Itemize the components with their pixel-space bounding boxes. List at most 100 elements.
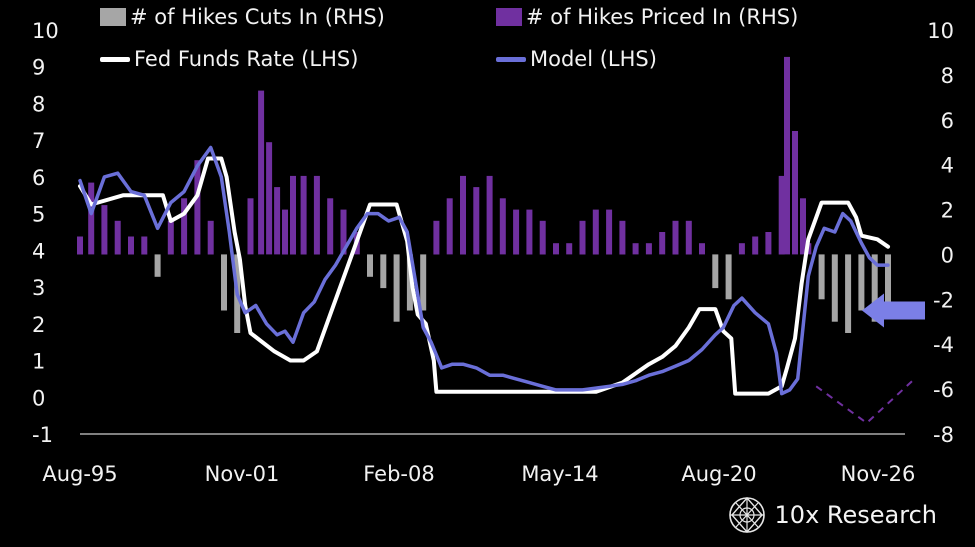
legend-priced-label: # of Hikes Priced In (RHS) <box>526 5 799 29</box>
priced-bar <box>539 220 546 255</box>
x-tick-label: Nov-01 <box>205 462 280 486</box>
cuts-swatch <box>100 8 126 26</box>
priced-bar <box>566 243 573 255</box>
left-tick-label: 6 <box>32 166 45 190</box>
priced-bar <box>313 175 320 255</box>
network-globe-icon <box>728 496 765 534</box>
priced-bar <box>606 209 613 255</box>
left-tick-label: 9 <box>32 56 45 80</box>
priced-bar <box>619 220 626 255</box>
priced-bar <box>685 220 692 255</box>
callout-arrow <box>862 293 925 328</box>
cuts-bar <box>818 254 825 300</box>
left-tick-label: 3 <box>32 276 45 300</box>
lines-layer <box>78 145 890 396</box>
model-swatch <box>496 56 526 62</box>
x-axis-ticks: Aug-95 Nov-01 Feb-08 May-14 Aug-20 Nov-26 <box>42 462 915 486</box>
priced-bar <box>340 209 347 255</box>
cuts-bar <box>712 254 719 289</box>
projection-dashed-line <box>815 378 916 425</box>
left-tick-label: 10 <box>32 19 59 43</box>
legend-ffr: Fed Funds Rate (LHS) <box>100 47 358 71</box>
priced-bar <box>181 198 188 255</box>
cuts-bar <box>831 254 838 322</box>
left-tick-label: 2 <box>32 313 45 337</box>
legend-model-label: Model (LHS) <box>530 47 657 71</box>
legend-model: Model (LHS) <box>496 47 657 71</box>
priced-bar <box>592 209 599 255</box>
cuts-bar <box>406 254 413 311</box>
bars-layer <box>77 56 891 333</box>
priced-bar <box>499 198 506 255</box>
priced-bar <box>792 131 798 255</box>
left-tick-label: 1 <box>32 350 45 374</box>
cuts-bar <box>845 254 852 333</box>
priced-bar <box>141 236 148 255</box>
priced-bar <box>778 175 785 255</box>
priced-bar <box>101 205 108 255</box>
right-tick-label: -8 <box>933 423 954 447</box>
x-tick-label: Feb-08 <box>363 462 434 486</box>
priced-bar <box>114 220 121 255</box>
cuts-bar <box>885 254 891 311</box>
priced-bar <box>784 56 790 255</box>
annotations-layer <box>815 293 925 425</box>
priced-bar <box>327 198 334 255</box>
left-axis-ticks: -1 0 1 2 3 4 5 6 7 8 9 10 <box>32 19 59 447</box>
priced-bar <box>77 236 83 255</box>
cuts-bar <box>380 254 387 289</box>
priced-bar <box>553 243 559 255</box>
priced-bar <box>752 236 759 255</box>
priced-bar <box>659 232 666 255</box>
right-tick-label: 0 <box>941 243 954 267</box>
priced-bar <box>513 209 520 255</box>
cuts-bar <box>393 254 400 322</box>
cuts-bar <box>858 254 865 311</box>
ffr-swatch <box>100 56 130 62</box>
right-axis-ticks: -8 -6 -4 -2 0 2 4 6 8 10 <box>927 19 954 447</box>
priced-bar <box>282 209 288 255</box>
priced-bar <box>738 243 745 255</box>
legend-cuts-label: # of Hikes Cuts In (RHS) <box>130 5 385 29</box>
ffr-line <box>78 156 890 396</box>
cuts-bar <box>420 254 427 311</box>
priced-bar <box>800 198 806 255</box>
left-tick-label: 4 <box>32 239 45 263</box>
priced-bar <box>88 182 95 255</box>
right-tick-label: 8 <box>941 64 954 88</box>
right-tick-label: -6 <box>933 378 954 402</box>
priced-bar <box>473 187 480 255</box>
right-tick-label: 6 <box>941 109 954 133</box>
brand-text: 10x Research <box>774 501 937 529</box>
priced-bar <box>207 220 214 255</box>
priced-bar <box>460 175 466 255</box>
cuts-bar <box>367 254 373 277</box>
left-tick-label: 7 <box>32 129 45 153</box>
priced-bar <box>266 142 273 255</box>
priced-bar <box>128 236 134 255</box>
priced-bar <box>645 243 652 255</box>
priced-bar <box>194 160 201 255</box>
priced-bar <box>579 220 586 255</box>
right-tick-label: -4 <box>933 333 954 357</box>
cuts-bar <box>221 254 227 311</box>
cuts-bar <box>725 254 732 300</box>
right-tick-label: 10 <box>927 19 954 43</box>
priced-swatch <box>496 8 522 26</box>
priced-bar <box>765 232 772 255</box>
right-tick-label: 4 <box>941 154 954 178</box>
left-tick-label: 0 <box>32 386 45 410</box>
right-tick-label: -2 <box>933 288 954 312</box>
priced-bar <box>167 220 174 255</box>
right-tick-label: 2 <box>941 199 954 223</box>
priced-bar <box>632 243 639 255</box>
model-line <box>78 145 890 396</box>
priced-bar <box>486 175 493 255</box>
priced-bar <box>672 220 679 255</box>
left-tick-label: -1 <box>32 423 53 447</box>
priced-bar <box>526 209 533 255</box>
x-tick-label: Aug-95 <box>42 462 117 486</box>
cuts-bar <box>154 254 161 277</box>
legend-ffr-label: Fed Funds Rate (LHS) <box>134 47 359 71</box>
